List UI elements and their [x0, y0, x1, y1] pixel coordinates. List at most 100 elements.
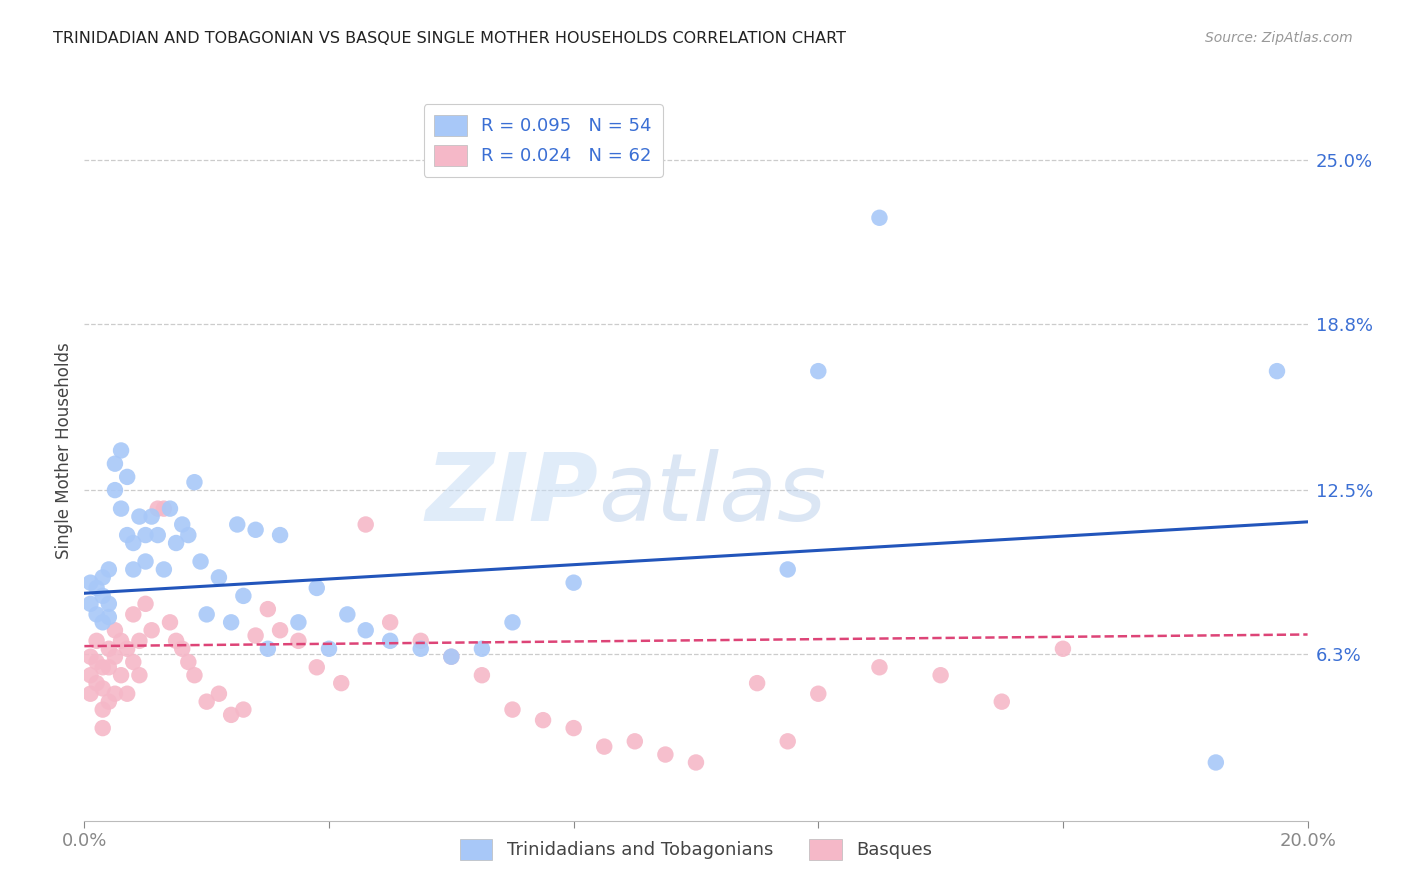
Y-axis label: Single Mother Households: Single Mother Households [55, 343, 73, 558]
Point [86, 655, 108, 669]
Point [115, 641, 138, 656]
Point [153, 501, 176, 516]
Point [409, 641, 432, 656]
Point [183, 475, 205, 490]
Point [624, 734, 647, 748]
Point [380, 633, 402, 648]
Point [245, 523, 267, 537]
Point [79, 649, 101, 664]
Point [172, 641, 194, 656]
Point [471, 641, 494, 656]
Point [269, 528, 291, 542]
Point [269, 624, 291, 638]
Text: atlas: atlas [598, 450, 827, 541]
Point [146, 501, 169, 516]
Point [305, 581, 328, 595]
Point [86, 581, 108, 595]
Point [97, 660, 120, 674]
Point [257, 602, 280, 616]
Point [79, 575, 101, 590]
Point [747, 676, 769, 690]
Point [562, 575, 585, 590]
Point [593, 739, 616, 754]
Point [91, 681, 114, 696]
Point [79, 668, 101, 682]
Point [128, 509, 150, 524]
Point [531, 713, 554, 727]
Point [219, 615, 242, 630]
Point [929, 668, 952, 682]
Text: Source: ZipAtlas.com: Source: ZipAtlas.com [1205, 31, 1353, 45]
Point [135, 597, 157, 611]
Point [86, 676, 108, 690]
Point [1205, 756, 1227, 770]
Point [165, 633, 187, 648]
Point [245, 628, 267, 642]
Point [257, 641, 280, 656]
Point [471, 668, 494, 682]
Point [685, 756, 707, 770]
Point [226, 517, 249, 532]
Point [79, 687, 101, 701]
Point [110, 668, 132, 682]
Point [159, 615, 181, 630]
Point [122, 607, 145, 622]
Point [354, 517, 377, 532]
Point [97, 641, 120, 656]
Point [104, 687, 127, 701]
Point [97, 562, 120, 576]
Point [91, 721, 114, 735]
Point [122, 655, 145, 669]
Point [141, 509, 163, 524]
Point [110, 633, 132, 648]
Point [232, 589, 254, 603]
Point [991, 695, 1014, 709]
Point [91, 589, 114, 603]
Point [177, 655, 200, 669]
Point [502, 703, 524, 717]
Point [115, 687, 138, 701]
Point [86, 607, 108, 622]
Point [110, 501, 132, 516]
Legend: Trinidadians and Tobagonians, Basques: Trinidadians and Tobagonians, Basques [453, 832, 939, 867]
Point [807, 687, 830, 701]
Point [135, 528, 157, 542]
Point [165, 536, 187, 550]
Point [330, 676, 353, 690]
Point [232, 703, 254, 717]
Point [91, 703, 114, 717]
Point [208, 570, 231, 584]
Point [190, 555, 212, 569]
Point [318, 641, 340, 656]
Point [146, 528, 169, 542]
Point [219, 707, 242, 722]
Point [195, 607, 218, 622]
Text: ZIP: ZIP [425, 449, 598, 541]
Point [104, 483, 127, 497]
Point [115, 470, 138, 484]
Point [141, 624, 163, 638]
Point [86, 633, 108, 648]
Point [287, 615, 309, 630]
Point [409, 633, 432, 648]
Point [869, 660, 891, 674]
Point [128, 633, 150, 648]
Point [115, 528, 138, 542]
Text: TRINIDADIAN AND TOBAGONIAN VS BASQUE SINGLE MOTHER HOUSEHOLDS CORRELATION CHART: TRINIDADIAN AND TOBAGONIAN VS BASQUE SIN… [53, 31, 846, 46]
Point [110, 443, 132, 458]
Point [91, 615, 114, 630]
Point [183, 668, 205, 682]
Point [562, 721, 585, 735]
Point [91, 660, 114, 674]
Point [380, 615, 402, 630]
Point [104, 624, 127, 638]
Point [502, 615, 524, 630]
Point [97, 597, 120, 611]
Point [79, 597, 101, 611]
Point [159, 501, 181, 516]
Point [654, 747, 676, 762]
Point [91, 570, 114, 584]
Point [1052, 641, 1074, 656]
Point [869, 211, 891, 225]
Point [97, 695, 120, 709]
